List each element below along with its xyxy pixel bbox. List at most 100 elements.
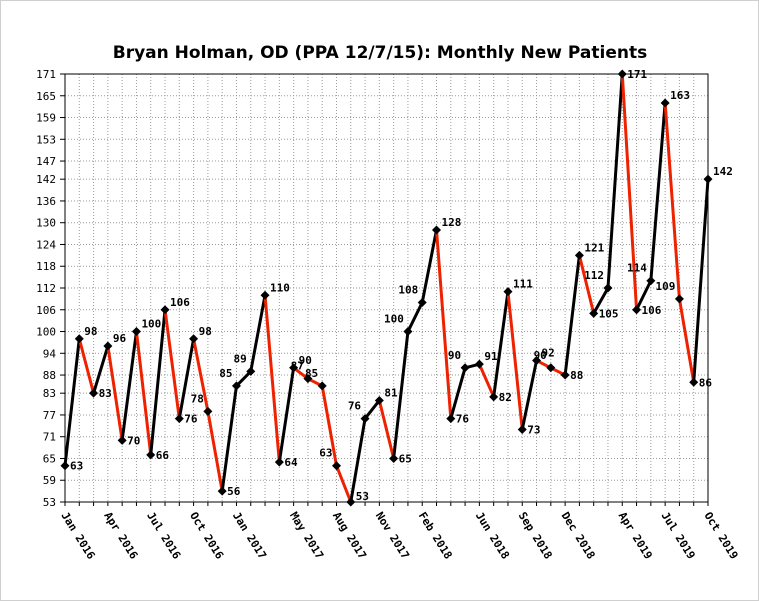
falling-segment [577,253,596,315]
data-point [446,414,456,424]
y-tick-labels: 53 59 65 71 77 83 88 94 100 106 112 118 124 130 136 142… [36,68,56,509]
falling-segment [620,72,639,312]
data-point [360,414,370,424]
data-point [189,334,199,344]
data-label: 171 [627,68,647,81]
data-point [417,298,427,308]
y-tick-label: 124 [36,238,56,251]
data-point [274,457,284,467]
rising-segment [563,253,581,377]
data-point [617,69,627,79]
y-tick-label: 153 [36,133,56,146]
data-point [689,377,699,387]
data-label: 92 [542,347,555,360]
data-point [103,341,113,351]
y-tick-label: 118 [36,260,56,273]
falling-segment [77,337,96,395]
y-tick-label: 88 [43,369,56,382]
falling-segment [263,293,281,464]
data-point [589,308,599,318]
rising-segment [249,293,267,373]
data-point [217,486,227,496]
data-label: 65 [399,452,412,465]
data-point [474,359,484,369]
chart-title: Bryan Holman, OD (PPA 12/7/15): Monthly … [113,43,648,63]
falling-segment [506,290,524,431]
data-point [646,276,656,286]
data-label: 100 [141,318,161,331]
data-label: 110 [270,281,290,294]
series-line [63,72,710,504]
rising-segment [592,286,610,315]
data-label: 63 [70,460,83,473]
data-point [231,381,241,391]
y-tick-label: 136 [36,195,56,208]
y-tick-label: 77 [43,409,56,422]
data-point [703,174,713,184]
data-label: 90 [534,349,547,362]
y-tick-label: 165 [36,90,56,103]
data-label: 64 [284,456,298,469]
data-label: 87 [291,360,304,373]
y-tick-label: 100 [36,326,56,339]
y-tick-label: 83 [43,387,56,400]
data-label: 90 [448,349,461,362]
data-point [674,294,684,304]
data-label: 128 [442,216,462,229]
data-label: 63 [319,447,332,460]
rising-segment [606,72,624,290]
rising-segment [406,301,424,334]
data-label: 53 [356,490,369,503]
y-tick-label: 53 [43,496,56,509]
falling-segment [134,330,153,457]
data-point [432,225,442,235]
rising-segment [92,344,110,395]
data-point [489,392,499,402]
data-point [532,356,542,366]
data-point [89,388,99,398]
data-label: 91 [484,350,498,363]
rising-segment [349,417,367,504]
data-label: 73 [527,423,540,436]
falling-segment [663,101,681,301]
data-label: 112 [584,269,604,282]
data-point [317,381,327,391]
data-label: 96 [113,332,127,345]
y-tick-label: 94 [43,347,57,360]
y-tick-label: 142 [36,173,56,186]
data-label: 81 [384,386,398,399]
y-tick-label: 71 [43,431,56,444]
data-point [60,461,70,471]
data-point [460,363,470,373]
data-label: 121 [584,241,604,254]
data-label: 106 [170,296,190,309]
data-label: 89 [234,352,247,365]
rising-segment [420,228,439,305]
data-point [389,453,399,463]
data-label: 163 [670,89,690,102]
falling-segment [377,398,396,460]
rising-segment [392,330,410,460]
data-point [260,290,270,300]
data-point [346,497,356,507]
falling-segment [163,308,181,421]
data-label: 106 [642,304,662,317]
falling-segment [435,228,453,421]
rising-segment [149,308,167,457]
data-point [374,395,384,405]
data-label: 56 [227,485,241,498]
falling-segment [192,337,210,413]
rising-segment [635,279,653,312]
rising-segment [63,337,81,468]
data-label: 85 [305,367,318,380]
data-point [74,334,84,344]
y-tick-label: 65 [43,452,56,465]
rising-segment [649,101,667,283]
data-point [603,283,613,293]
data-label: 76 [348,400,362,413]
data-label: 100 [384,313,404,326]
data-label: 109 [656,280,676,293]
data-label: 90 [299,354,312,367]
